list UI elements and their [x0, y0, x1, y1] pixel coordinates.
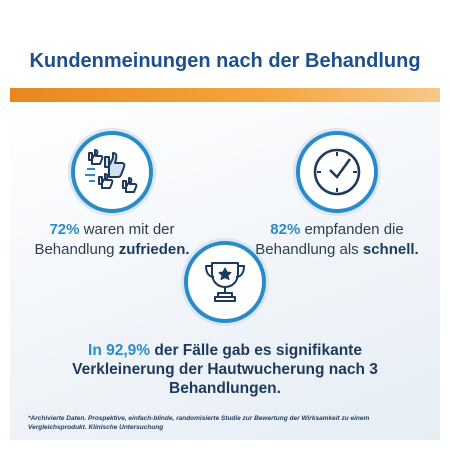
- trophy-icon: [184, 241, 266, 323]
- footnote: *Archivierte Daten. Prospektive, einfach…: [28, 415, 370, 431]
- stat-highlight: 82%: [270, 221, 301, 238]
- stat-text: waren mit der Behandlung: [34, 221, 175, 258]
- trophy-glyph: [205, 262, 245, 302]
- stat-reduction: In 92,9% der Fälle gab es signifikante V…: [40, 341, 410, 398]
- stat-emphasis: zufrieden.: [118, 241, 190, 258]
- stat-fast: 82% empfanden die Behandlung als schnell…: [247, 220, 427, 260]
- stat-highlight: 72%: [49, 221, 80, 238]
- stat-highlight: In 92,9%: [88, 342, 151, 359]
- stat-text: der Fälle gab es: [150, 342, 276, 359]
- accent-bar: [10, 88, 440, 102]
- clock-icon: [296, 131, 378, 213]
- thumbs-glyph: [85, 149, 138, 193]
- clock-glyph: [313, 148, 361, 196]
- stat-text: empfanden die Behandlung als: [255, 221, 404, 258]
- title: Kundenmeinungen nach der Behandlung: [29, 50, 421, 72]
- thumbs-icon: [71, 131, 153, 213]
- stat-satisfied: 72% waren mit der Behandlung zufrieden.: [22, 220, 202, 260]
- stat-tail: nach 3 Behandlungen.: [169, 361, 378, 397]
- stat-emphasis: signifikante Verkleinerung der Hautwuche…: [72, 342, 362, 378]
- stat-emphasis: schnell.: [362, 241, 419, 258]
